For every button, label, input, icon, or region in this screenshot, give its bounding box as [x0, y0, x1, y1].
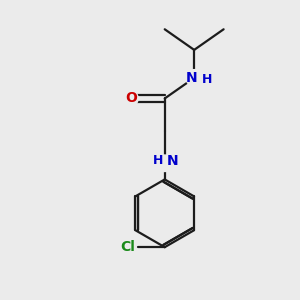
Text: O: O: [125, 92, 137, 106]
Circle shape: [186, 70, 202, 86]
Text: H: H: [153, 154, 164, 167]
Text: N: N: [166, 154, 178, 168]
Text: N: N: [186, 71, 198, 85]
Text: H: H: [202, 73, 213, 86]
Text: Cl: Cl: [121, 240, 135, 254]
Circle shape: [124, 91, 138, 106]
Circle shape: [157, 155, 173, 172]
